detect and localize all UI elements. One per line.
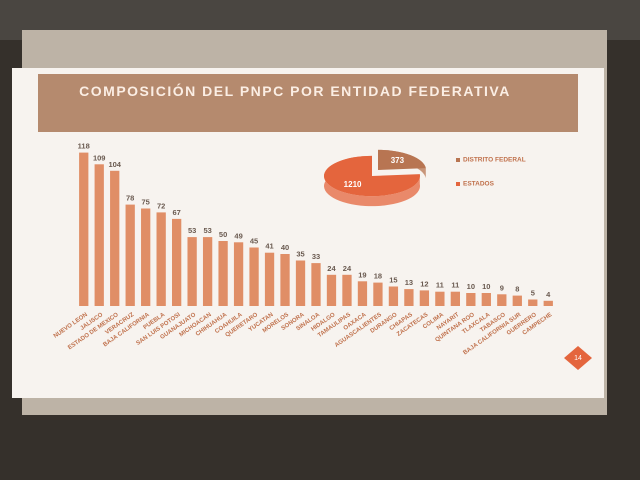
legend-label: DISTRITO FEDERAL xyxy=(463,157,526,164)
value-label: 5 xyxy=(531,288,535,297)
bar xyxy=(543,300,553,306)
bar xyxy=(249,247,259,306)
pie-slice-group: 373 xyxy=(378,149,426,179)
value-label: 4 xyxy=(546,290,551,299)
bar xyxy=(388,286,399,306)
value-label: 9 xyxy=(500,283,504,292)
bar xyxy=(481,293,491,306)
bar xyxy=(373,282,383,306)
chart-title: COMPOSICIÓN DEL PNPC POR ENTIDAD FEDERAT… xyxy=(79,83,511,99)
value-label: 12 xyxy=(420,279,428,288)
value-label: 24 xyxy=(343,264,352,273)
value-label: 18 xyxy=(374,272,382,281)
bar xyxy=(419,290,430,306)
bar xyxy=(218,241,228,306)
legend-label: ESTADOS xyxy=(463,181,495,188)
bar xyxy=(110,170,120,306)
bar xyxy=(342,274,352,306)
pie-slice-group: 1210 xyxy=(324,155,420,207)
bar xyxy=(280,254,290,306)
pie-value-label: 373 xyxy=(391,156,405,165)
bar xyxy=(497,294,507,306)
bar xyxy=(295,260,306,306)
bar xyxy=(202,237,213,306)
value-label: 13 xyxy=(405,278,413,287)
value-label: 24 xyxy=(327,264,336,273)
value-label: 109 xyxy=(93,153,106,162)
bar xyxy=(311,263,321,306)
bar xyxy=(156,212,166,306)
value-label: 8 xyxy=(515,285,519,294)
pie-slice xyxy=(324,155,420,197)
title-band xyxy=(38,74,578,132)
value-label: 35 xyxy=(296,249,304,258)
value-label: 118 xyxy=(78,142,90,151)
bar xyxy=(512,295,522,306)
value-label: 72 xyxy=(157,201,165,210)
bar xyxy=(141,208,151,306)
slide-number: 14 xyxy=(574,355,582,362)
bar xyxy=(94,164,104,306)
value-label: 67 xyxy=(172,208,180,217)
value-label: 53 xyxy=(203,226,211,235)
value-label: 10 xyxy=(482,282,490,291)
bar xyxy=(326,274,337,306)
value-label: 41 xyxy=(265,242,273,251)
pie-slice xyxy=(378,149,426,170)
value-label: 104 xyxy=(108,160,121,169)
value-label: 19 xyxy=(358,270,366,279)
bar xyxy=(172,218,182,306)
pie-value-label: 1210 xyxy=(344,180,362,189)
value-label: 50 xyxy=(219,230,227,239)
bar xyxy=(435,291,445,306)
value-label: 40 xyxy=(281,243,289,252)
value-label: 75 xyxy=(142,197,150,206)
bar xyxy=(528,299,538,306)
value-label: 33 xyxy=(312,252,320,261)
bar xyxy=(79,152,89,306)
value-label: 53 xyxy=(188,226,196,235)
bar xyxy=(404,289,414,306)
value-label: 10 xyxy=(467,282,475,291)
slide-number-badge xyxy=(564,346,592,370)
value-label: 15 xyxy=(389,275,397,284)
legend-swatch xyxy=(456,182,460,186)
bar xyxy=(450,291,460,306)
legend-swatch xyxy=(456,158,460,162)
bar xyxy=(233,242,244,306)
bar xyxy=(125,204,135,306)
value-label: 11 xyxy=(451,281,459,290)
bar xyxy=(264,252,275,306)
bar xyxy=(357,281,368,306)
value-label: 78 xyxy=(126,194,134,203)
value-label: 49 xyxy=(234,231,242,240)
bar xyxy=(466,293,476,306)
value-label: 11 xyxy=(436,281,444,290)
bar xyxy=(187,237,197,306)
value-label: 45 xyxy=(250,236,258,245)
